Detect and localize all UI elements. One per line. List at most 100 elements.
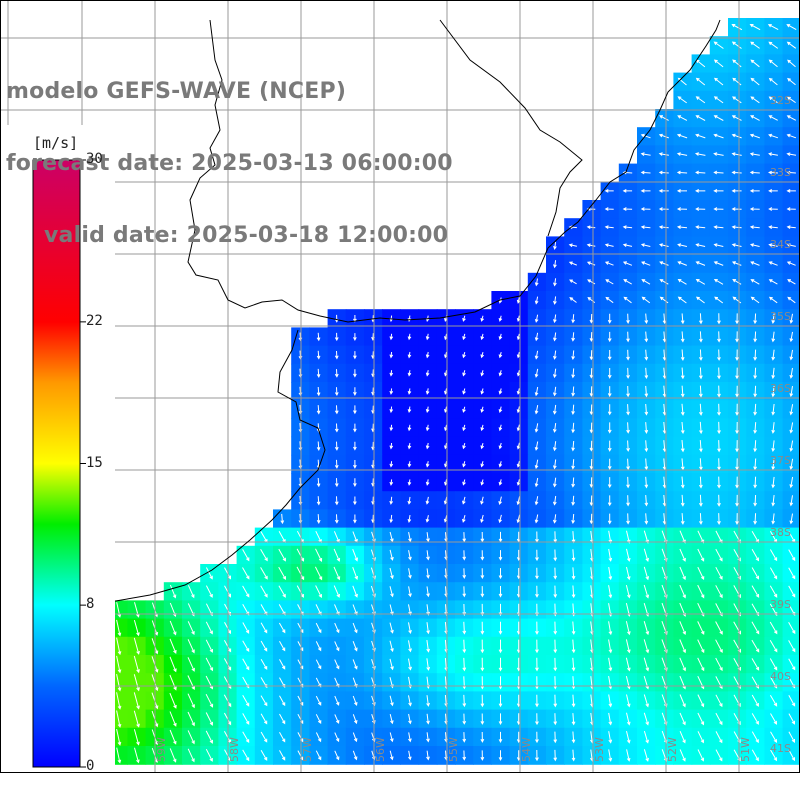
wind-arrow xyxy=(697,584,705,599)
wind-arrow xyxy=(187,675,195,691)
wind-arrow xyxy=(553,749,558,762)
wind-arrow xyxy=(571,459,575,470)
wind-arrow xyxy=(735,331,739,343)
wind-arrow xyxy=(697,657,705,672)
wind-arrow xyxy=(658,243,669,247)
wind-arrow xyxy=(751,713,759,725)
wind-arrow xyxy=(732,296,742,304)
wind-arrow xyxy=(788,731,795,743)
wind-arrow xyxy=(571,567,576,580)
wind-arrow xyxy=(389,351,394,359)
wind-arrow xyxy=(589,440,594,452)
wind-arrow xyxy=(480,514,484,524)
wind-arrow xyxy=(750,59,760,68)
wind-arrow xyxy=(717,494,721,507)
wind-arrow xyxy=(462,370,466,377)
wind-arrow xyxy=(498,333,503,341)
wind-arrow xyxy=(771,476,776,489)
wind-arrow xyxy=(408,604,412,616)
wind-arrow xyxy=(771,313,776,325)
wind-arrow xyxy=(680,513,685,525)
wind-arrow xyxy=(769,621,778,635)
wind-arrow xyxy=(717,476,721,489)
wind-arrow xyxy=(789,386,794,398)
wind-arrow xyxy=(389,479,394,486)
wind-arrow xyxy=(260,549,268,562)
wind-arrow xyxy=(789,440,794,452)
wind-arrow xyxy=(408,732,412,743)
wind-arrow xyxy=(426,658,431,671)
wind-arrow xyxy=(389,406,394,414)
wind-arrow xyxy=(697,530,705,544)
wind-arrow xyxy=(334,369,339,378)
wind-arrow xyxy=(296,585,304,598)
wind-arrow xyxy=(205,639,213,653)
wind-arrow xyxy=(425,370,430,377)
wind-arrow xyxy=(768,77,778,86)
wind-arrow xyxy=(658,170,669,175)
wind-arrow xyxy=(735,349,739,361)
wind-arrow xyxy=(498,370,503,377)
wind-arrow xyxy=(242,585,250,598)
wind-arrow xyxy=(480,550,485,561)
wind-arrow xyxy=(680,313,685,325)
wind-arrow xyxy=(571,639,576,654)
wind-arrow xyxy=(334,405,339,415)
wind-arrow xyxy=(604,189,614,193)
wind-arrow xyxy=(426,604,430,616)
wind-arrow xyxy=(315,585,322,599)
wind-arrow xyxy=(626,385,630,398)
wind-arrow xyxy=(169,656,177,673)
wind-arrow xyxy=(426,750,430,761)
wind-arrow xyxy=(698,403,703,416)
wind-arrow xyxy=(589,368,594,379)
wind-arrow xyxy=(680,440,685,453)
wind-arrow xyxy=(715,548,723,562)
wind-arrow xyxy=(169,729,177,745)
latitude-label: 32S xyxy=(770,94,791,107)
wind-arrow xyxy=(644,331,649,343)
wind-arrow xyxy=(462,568,467,579)
wind-arrow xyxy=(516,460,521,468)
wind-arrow xyxy=(697,566,705,581)
wind-arrow xyxy=(408,586,412,598)
wind-arrow xyxy=(731,115,742,121)
wind-arrow xyxy=(426,713,430,725)
wind-arrow xyxy=(607,350,612,361)
wind-arrow xyxy=(571,332,576,342)
wind-arrow xyxy=(443,515,448,523)
wind-arrow xyxy=(316,332,321,342)
wind-arrow xyxy=(717,421,721,435)
wind-arrow xyxy=(389,586,394,598)
wind-arrow xyxy=(279,713,286,725)
coastline xyxy=(187,19,721,323)
wind-arrow xyxy=(608,731,613,744)
wind-arrow xyxy=(695,77,706,86)
wind-arrow xyxy=(750,261,760,266)
wind-arrow xyxy=(462,603,467,617)
wind-arrow xyxy=(353,405,357,415)
wind-arrow xyxy=(516,388,521,395)
wind-arrow xyxy=(717,349,721,361)
wind-arrow xyxy=(604,225,614,230)
wind-arrow xyxy=(553,657,558,672)
wind-arrow xyxy=(571,495,576,506)
wind-arrow xyxy=(698,331,703,343)
wind-arrow xyxy=(407,388,412,395)
wind-arrow xyxy=(408,622,412,635)
wind-arrow xyxy=(534,386,539,397)
wind-arrow xyxy=(789,404,794,416)
wind-arrow xyxy=(260,658,268,670)
wind-arrow xyxy=(407,461,412,468)
wind-arrow xyxy=(315,732,322,743)
wind-arrow xyxy=(643,566,650,581)
wind-arrow xyxy=(389,496,394,505)
wind-arrow xyxy=(750,96,760,104)
wind-arrow xyxy=(680,494,685,507)
wind-arrow xyxy=(604,261,614,266)
wind-arrow xyxy=(425,388,430,395)
latitude-label: 39S xyxy=(770,598,791,611)
wind-arrow xyxy=(462,657,467,672)
coastline-buenos-aires xyxy=(0,329,326,617)
wind-arrow xyxy=(498,621,503,635)
